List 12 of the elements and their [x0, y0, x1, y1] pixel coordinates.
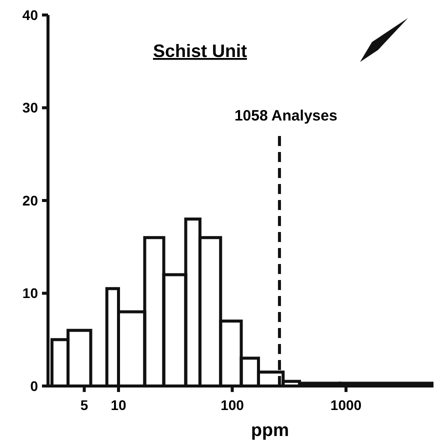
text: Schist Unit	[152, 41, 248, 61]
x-tick-label: 1000	[330, 397, 362, 413]
x-axis-title: ppm	[251, 420, 289, 440]
ref-line-label: 1058 Analyses	[234, 108, 338, 125]
y-tick-label: 20	[22, 192, 38, 208]
x-tick-label: 5	[80, 397, 88, 413]
y-tick-label: 0	[30, 378, 38, 394]
y-tick-label: 30	[22, 100, 38, 116]
y-tick-label: 40	[22, 6, 38, 23]
x-tick-label: 100	[220, 397, 244, 413]
x-tick-label: 10	[110, 397, 126, 413]
y-tick-label: 10	[22, 285, 38, 302]
